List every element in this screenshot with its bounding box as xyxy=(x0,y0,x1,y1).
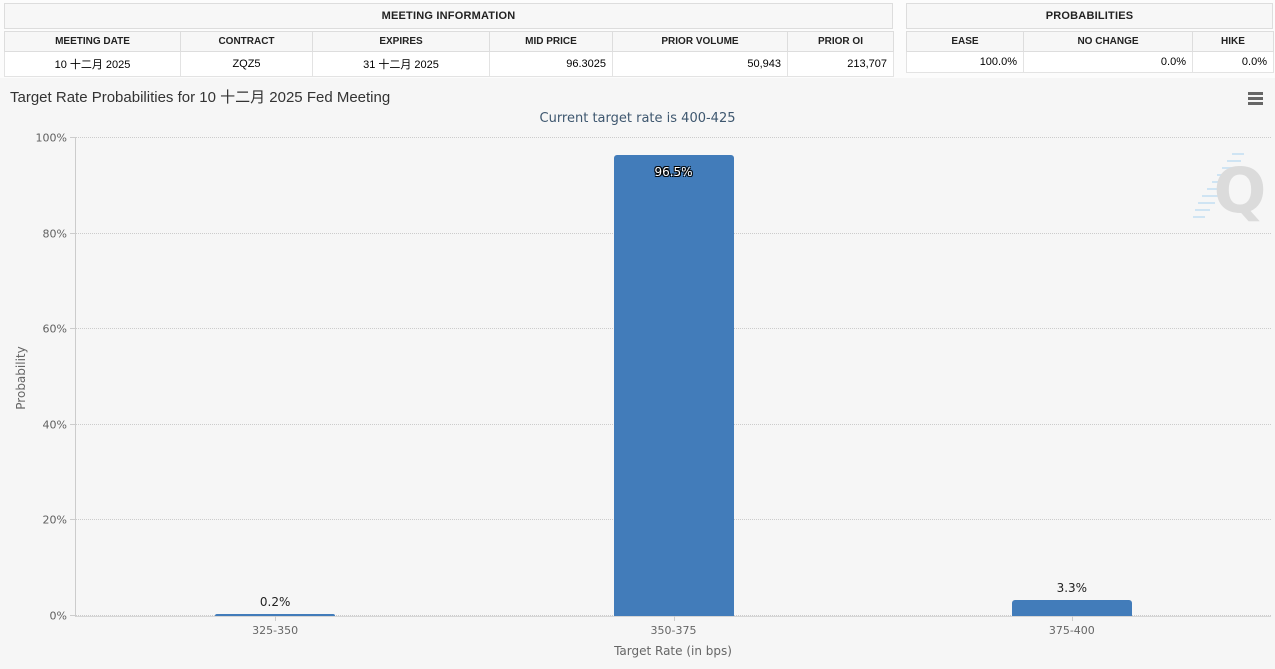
no-change-value: 0.0% xyxy=(1023,51,1193,73)
meeting-information-panel: MEETING INFORMATION MEETING DATE CONTRAC… xyxy=(4,3,894,77)
bar-350-375 xyxy=(613,155,734,616)
x-axis-category-label: 350-375 xyxy=(650,624,697,637)
col-header-prior-volume: PRIOR VOLUME xyxy=(612,31,788,52)
chart-subtitle: Current target rate is 400-425 xyxy=(539,111,736,126)
plot-area: 0% 20% 40% 60% 80% 100% 0.2% 325-350 96.5% 350-37… xyxy=(36,132,1271,637)
y-axis-label: 80% xyxy=(42,227,67,241)
x-axis-tick xyxy=(1071,616,1073,621)
meeting-information-title: MEETING INFORMATION xyxy=(4,3,893,29)
gridline xyxy=(76,137,1271,138)
y-axis-tick xyxy=(70,232,76,234)
y-axis-tick xyxy=(70,519,76,521)
meeting-information-header-row: MEETING DATE CONTRACT EXPIRES MID PRICE … xyxy=(4,31,894,52)
y-axis-label: 0% xyxy=(49,609,67,623)
y-axis-title: Probability xyxy=(14,346,28,410)
col-header-hike: HIKE xyxy=(1192,31,1274,52)
top-tables-section: MEETING INFORMATION MEETING DATE CONTRAC… xyxy=(0,0,1275,78)
col-header-contract: CONTRACT xyxy=(180,31,313,52)
probabilities-table: EASE NO CHANGE HIKE 100.0% 0.0% 0.0% xyxy=(906,31,1274,73)
mid-price-value: 96.3025 xyxy=(489,51,613,77)
meeting-information-table: MEETING DATE CONTRACT EXPIRES MID PRICE … xyxy=(4,31,894,77)
y-axis-label: 100% xyxy=(35,131,67,145)
x-axis-tick xyxy=(275,616,277,621)
meeting-date-value: 10 十二月 2025 xyxy=(4,51,181,77)
expires-value: 31 十二月 2025 xyxy=(312,51,490,77)
x-axis-title: Target Rate (in bps) xyxy=(614,644,732,658)
probabilities-panel: PROBABILITIES EASE NO CHANGE HIKE 100.0%… xyxy=(906,3,1274,73)
y-axis-label: 60% xyxy=(42,322,67,336)
quikstrike-q-logo: Q xyxy=(1192,144,1270,227)
bar-value-label: 0.2% xyxy=(259,595,291,609)
chart-title: Target Rate Probabilities for 10 十二月 202… xyxy=(10,89,391,106)
x-axis-tick xyxy=(673,616,675,621)
watermark-letter: Q xyxy=(1214,154,1267,224)
col-header-prior-oi: PRIOR OI xyxy=(787,31,894,52)
y-axis-tick xyxy=(70,137,76,138)
hike-value: 0.0% xyxy=(1192,51,1274,73)
col-header-mid-price: MID PRICE xyxy=(489,31,613,52)
col-header-meeting-date: MEETING DATE xyxy=(4,31,181,52)
y-axis-label: 40% xyxy=(42,418,67,432)
probabilities-header-row: EASE NO CHANGE HIKE xyxy=(906,31,1274,52)
probabilities-title: PROBABILITIES xyxy=(906,3,1273,29)
fed-meeting-probability-chart: Target Rate Probabilities for 10 十二月 202… xyxy=(0,78,1275,669)
x-axis-category-label: 375-400 xyxy=(1048,624,1095,637)
y-axis-tick xyxy=(70,615,76,616)
ease-value: 100.0% xyxy=(906,51,1024,73)
y-axis-label: 20% xyxy=(42,513,67,527)
contract-value: ZQZ5 xyxy=(180,51,313,77)
bar-value-label: 3.3% xyxy=(1056,581,1088,595)
y-axis-tick xyxy=(70,423,76,425)
x-axis-category-label: 325-350 xyxy=(252,624,299,637)
prior-volume-value: 50,943 xyxy=(612,51,788,77)
col-header-no-change: NO CHANGE xyxy=(1023,31,1193,52)
col-header-expires: EXPIRES xyxy=(312,31,490,52)
prior-oi-value: 213,707 xyxy=(787,51,894,77)
bar-375-400 xyxy=(1011,600,1132,616)
col-header-ease: EASE xyxy=(906,31,1024,52)
bar-value-label: 96.5% xyxy=(654,165,693,179)
hamburger-menu-icon[interactable] xyxy=(1247,89,1264,108)
meeting-information-data-row: 10 十二月 2025 ZQZ5 31 十二月 2025 96.3025 50,… xyxy=(4,51,894,77)
y-axis-tick xyxy=(70,328,76,330)
bar-325-350 xyxy=(215,614,336,616)
probabilities-data-row: 100.0% 0.0% 0.0% xyxy=(906,51,1274,73)
